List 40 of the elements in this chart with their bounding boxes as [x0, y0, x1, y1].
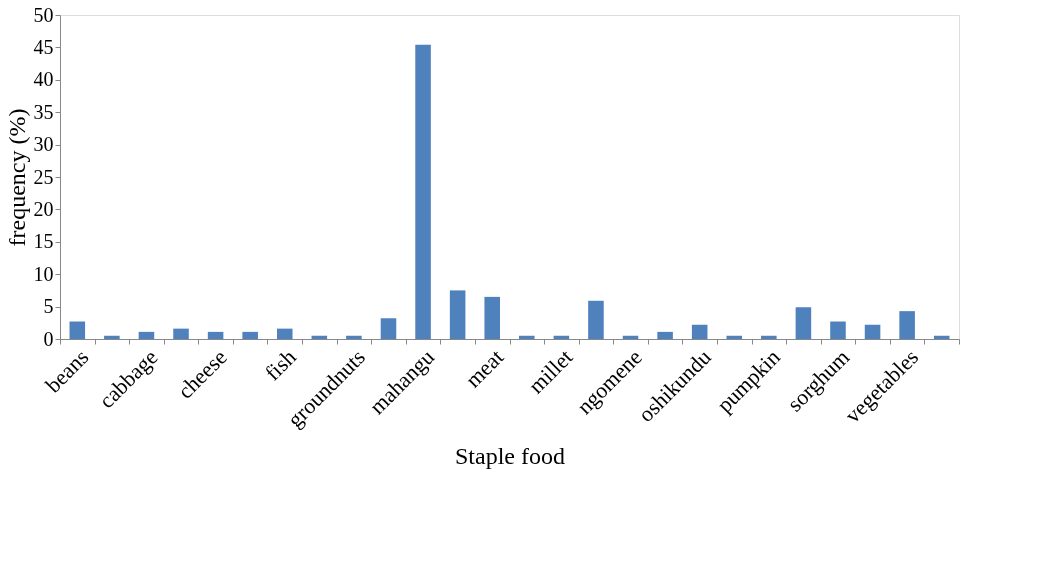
- y-tick-label: 10: [33, 262, 54, 285]
- bar: [657, 331, 673, 339]
- bar: [484, 296, 500, 339]
- bar: [726, 335, 743, 339]
- bar: [519, 335, 535, 339]
- bar: [588, 300, 604, 339]
- x-axis-title: Staple food: [455, 443, 565, 470]
- x-tick-label: meat: [460, 344, 509, 393]
- y-axis-title: frequency (%): [3, 108, 30, 247]
- bar: [553, 335, 570, 339]
- bar: [69, 321, 86, 339]
- y-tick-label: 5: [43, 295, 54, 318]
- y-tick-label: 35: [33, 100, 54, 123]
- bar: [311, 335, 328, 339]
- bar: [346, 335, 362, 339]
- y-tick-label: 0: [43, 327, 54, 350]
- bar: [449, 290, 466, 339]
- bar: [864, 324, 881, 339]
- y-tick-label: 25: [33, 165, 54, 188]
- y-tick-label: 20: [33, 197, 54, 220]
- bar: [933, 335, 950, 339]
- bar: [380, 318, 397, 339]
- bar: [899, 311, 915, 339]
- bar: [104, 335, 120, 339]
- y-tick-label: 15: [33, 230, 54, 253]
- bar: [242, 331, 258, 339]
- bar: [415, 44, 431, 339]
- bar: [622, 335, 639, 339]
- bar: [830, 321, 846, 339]
- bar: [276, 328, 293, 339]
- bar: [138, 331, 155, 339]
- bar: [173, 328, 189, 339]
- y-tick-label: 30: [33, 133, 54, 156]
- bar: [795, 307, 812, 339]
- bar: [207, 331, 224, 339]
- bar: [691, 324, 708, 339]
- bar: [761, 335, 777, 339]
- y-tick-label: 45: [33, 35, 54, 58]
- y-tick-label: 40: [33, 68, 54, 91]
- y-tick-label: 50: [33, 3, 54, 26]
